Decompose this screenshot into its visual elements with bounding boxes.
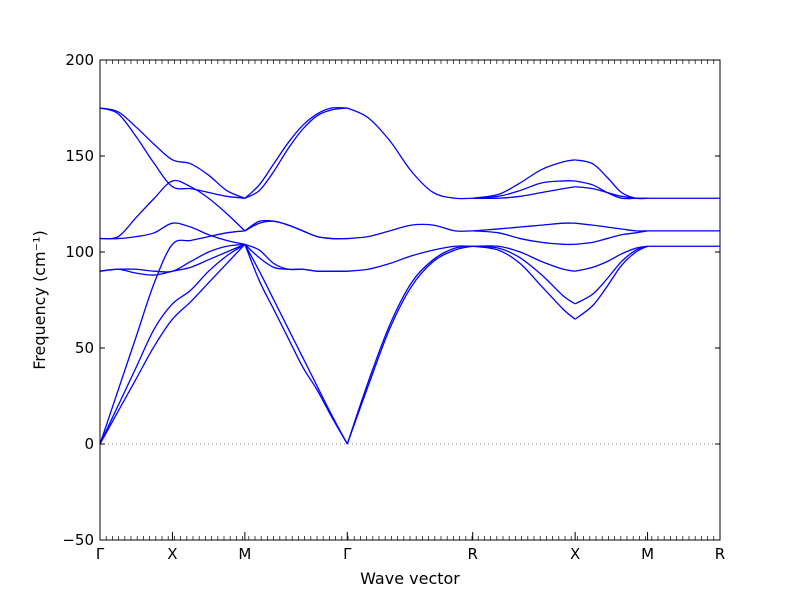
band-line-24	[472, 245, 576, 272]
band-line-23	[472, 245, 576, 320]
x-tick-label: X	[167, 545, 177, 563]
band-line-33	[575, 230, 648, 245]
y-axis-label: Frequency (cm⁻¹)	[30, 230, 49, 369]
band-line-12	[244, 244, 348, 445]
band-line-8	[99, 107, 246, 199]
band-line-29	[472, 159, 576, 199]
band-line-31	[574, 245, 648, 305]
band-line-10	[244, 243, 348, 272]
y-tick-label: 150	[65, 147, 94, 165]
x-axis-label: Wave vector	[360, 569, 460, 588]
band-line-15	[244, 106, 348, 199]
band-line-1	[99, 243, 246, 445]
x-tick-label: R	[468, 545, 478, 563]
y-tick-label: 0	[84, 435, 94, 453]
band-line-6	[99, 179, 246, 240]
y-tick-label: 100	[65, 243, 94, 261]
x-tick-label: X	[570, 545, 580, 563]
x-tick-label: M	[641, 545, 654, 563]
band-line-5	[99, 222, 245, 245]
band-line-25	[472, 230, 576, 246]
x-tick-label: M	[238, 545, 251, 563]
band-line-20	[347, 223, 473, 240]
band-line-2	[99, 230, 245, 445]
series-layer	[99, 106, 720, 445]
band-line-27	[472, 186, 576, 200]
y-tick-label: −50	[62, 531, 94, 549]
band-line-7	[99, 107, 245, 199]
y-tick-label: 200	[65, 51, 94, 69]
band-line-26	[472, 222, 576, 232]
y-axis-ticks: −50 0 50 100 150 200	[62, 51, 720, 549]
band-line-28	[472, 180, 576, 199]
band-line-37	[575, 159, 648, 200]
band-line-18	[346, 245, 473, 445]
band-line-30	[574, 245, 648, 320]
band-line-17	[346, 245, 473, 445]
band-line-0	[99, 243, 246, 445]
band-line-32	[574, 245, 648, 272]
band-line-22	[472, 245, 576, 305]
band-line-14	[244, 219, 348, 240]
x-tick-label: R	[715, 545, 725, 563]
band-line-4	[99, 243, 245, 273]
x-tick-label: Γ	[96, 545, 105, 563]
x-tick-label: Γ	[343, 545, 352, 563]
band-line-34	[575, 222, 648, 232]
band-line-11	[244, 244, 348, 445]
y-tick-label: 50	[75, 339, 94, 357]
band-line-21	[347, 107, 473, 200]
band-line-16	[244, 107, 348, 199]
band-line-19	[347, 245, 473, 272]
